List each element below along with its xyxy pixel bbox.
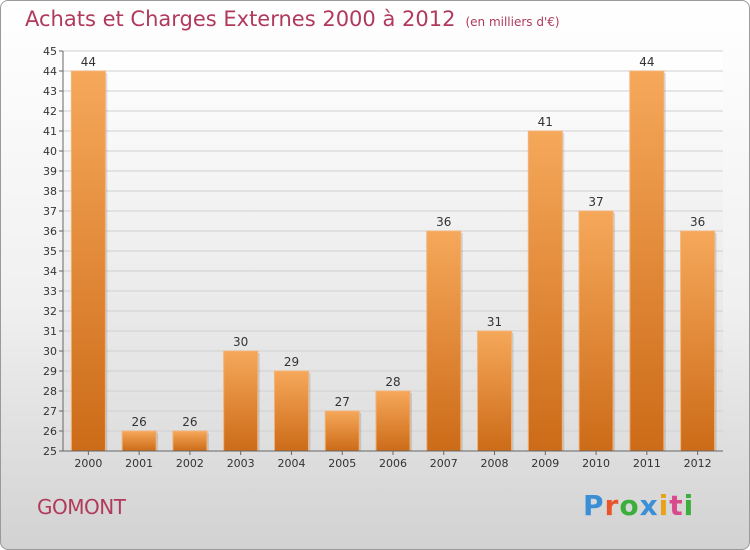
chart-title: Achats et Charges Externes 2000 à 2012 (e… xyxy=(25,7,560,31)
x-tick-label: 2008 xyxy=(481,457,509,470)
y-tick-label: 39 xyxy=(43,165,57,178)
commune-name: GOMONT xyxy=(37,495,126,519)
bar-value-label: 28 xyxy=(385,375,400,389)
x-tick-label: 2001 xyxy=(125,457,153,470)
bar-2001 xyxy=(121,430,157,452)
logo-letter: x xyxy=(639,489,659,522)
title-text: Achats et Charges Externes 2000 à 2012 xyxy=(25,7,456,31)
logo-letter: r xyxy=(604,489,620,522)
y-tick-label: 33 xyxy=(43,285,57,298)
y-tick-label: 29 xyxy=(43,365,57,378)
y-tick-label: 42 xyxy=(43,105,57,118)
y-tick-label: 37 xyxy=(43,205,57,218)
proxiti-logo: Proxiti xyxy=(583,489,694,522)
bar-2009 xyxy=(527,130,563,452)
y-axis-ticks: 25 26 27 28 29 30 31 32 33 34 35 36 37 38 39 40 41 42 43 44… xyxy=(43,45,63,458)
logo-letter: i xyxy=(658,489,670,522)
bar-2005 xyxy=(324,410,360,452)
bar-2008 xyxy=(477,330,513,452)
logo-letter: o xyxy=(619,489,640,522)
logo-letter: P xyxy=(583,489,605,522)
bar-2011 xyxy=(629,70,665,452)
logo-letter: t xyxy=(669,489,684,522)
bar-value-label: 44 xyxy=(81,55,96,69)
y-tick-label: 41 xyxy=(43,125,57,138)
bar-2002 xyxy=(172,430,208,452)
y-tick-label: 25 xyxy=(43,445,57,458)
y-tick-label: 45 xyxy=(43,45,57,58)
logo-letter: i xyxy=(683,489,695,522)
y-tick-label: 34 xyxy=(43,265,57,278)
x-tick-label: 2010 xyxy=(582,457,610,470)
bar-value-label: 26 xyxy=(182,415,197,429)
y-tick-label: 35 xyxy=(43,245,57,258)
bar-2006 xyxy=(375,390,411,452)
y-tick-label: 38 xyxy=(43,185,57,198)
bar-2007 xyxy=(426,230,462,452)
y-tick-label: 44 xyxy=(43,65,57,78)
bar-value-label: 26 xyxy=(132,415,147,429)
x-tick-label: 2005 xyxy=(328,457,356,470)
bar-value-label: 27 xyxy=(335,395,350,409)
bar-value-label: 44 xyxy=(639,55,654,69)
bar-value-label: 36 xyxy=(436,215,451,229)
y-tick-label: 28 xyxy=(43,385,57,398)
bar-value-label: 31 xyxy=(487,315,502,329)
y-tick-label: 27 xyxy=(43,405,57,418)
bar-value-label: 36 xyxy=(690,215,705,229)
bar-2012 xyxy=(680,230,716,452)
bar-2003 xyxy=(223,350,259,452)
y-tick-label: 30 xyxy=(43,345,57,358)
x-tick-label: 2003 xyxy=(227,457,255,470)
x-tick-label: 2009 xyxy=(531,457,559,470)
y-tick-label: 43 xyxy=(43,85,57,98)
x-tick-label: 2011 xyxy=(633,457,661,470)
bar-value-label: 30 xyxy=(233,335,248,349)
title-unit: (en milliers d'€) xyxy=(465,15,560,29)
x-tick-label: 2006 xyxy=(379,457,407,470)
bars: 44 26 26 30 29 27 28 36 31 41 37 44 36 xyxy=(70,55,717,452)
x-tick-label: 2007 xyxy=(430,457,458,470)
x-tick-label: 2000 xyxy=(74,457,102,470)
bar-value-label: 41 xyxy=(538,115,553,129)
x-tick-label: 2012 xyxy=(684,457,712,470)
x-tick-label: 2004 xyxy=(277,457,305,470)
y-tick-label: 36 xyxy=(43,225,57,238)
bar-2000 xyxy=(70,70,106,452)
y-tick-label: 31 xyxy=(43,325,57,338)
bar-2004 xyxy=(273,370,309,452)
y-tick-label: 26 xyxy=(43,425,57,438)
bar-value-label: 37 xyxy=(588,195,603,209)
bar-value-label: 29 xyxy=(284,355,299,369)
y-tick-label: 32 xyxy=(43,305,57,318)
bar-2010 xyxy=(578,210,614,452)
y-tick-label: 40 xyxy=(43,145,57,158)
x-tick-label: 2002 xyxy=(176,457,204,470)
x-axis-ticks: 2000 2001 2002 2003 2004 2005 2006 2007 2008 2009… xyxy=(74,451,712,470)
